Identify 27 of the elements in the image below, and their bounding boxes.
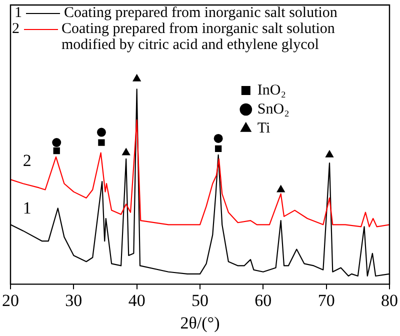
legend-label: Ti — [257, 120, 270, 136]
text: 2 — [12, 21, 20, 37]
x-tick-label: 40 — [128, 290, 146, 310]
annotation: 2 — [22, 151, 32, 170]
point — [132, 74, 141, 82]
x-axis-title: 2θ/(°) — [180, 313, 220, 332]
text: 1 — [14, 5, 22, 21]
legend-label: Coating prepared from inorganic salt solution modified by citric acid and ethylene glycol — [62, 21, 336, 53]
legend-label: SnO₂ — [257, 101, 290, 118]
x-tick-label: 70 — [318, 290, 335, 310]
legend-label: InO₂ — [257, 82, 286, 98]
x-tick-label: 60 — [254, 290, 272, 310]
x-tick-label: 30 — [65, 290, 82, 310]
x-tick-label: 20 — [2, 290, 19, 310]
x-tick-label: 80 — [381, 290, 398, 310]
point — [214, 145, 222, 152]
point — [96, 128, 106, 137]
annotation: 1 — [22, 198, 32, 218]
point — [326, 150, 334, 158]
point — [122, 148, 130, 156]
point — [98, 139, 105, 146]
point — [52, 138, 62, 148]
point — [53, 147, 60, 154]
point — [276, 185, 285, 192]
x-tick-label: 50 — [192, 290, 208, 310]
point — [214, 134, 223, 143]
legend-label: Coating prepared from inorganic salt solution — [64, 5, 338, 21]
